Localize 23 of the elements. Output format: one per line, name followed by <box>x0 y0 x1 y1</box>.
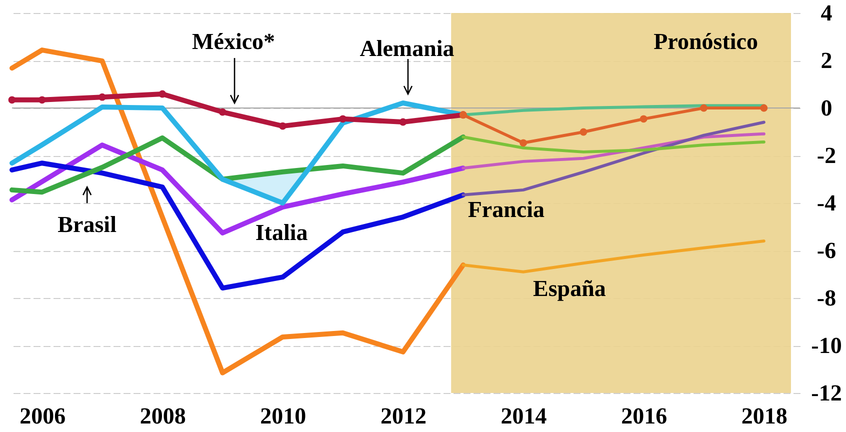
x-tick-label: 2008 <box>140 404 186 428</box>
band-label: Pronóstico <box>654 29 758 54</box>
series-label: España <box>533 276 606 302</box>
x-tick-label: 2010 <box>260 404 306 428</box>
y-tick-label: -6 <box>816 238 836 263</box>
y-tick-label: -12 <box>811 380 842 406</box>
x-tick-label: 2018 <box>741 404 788 428</box>
x-tick-label: 2012 <box>380 404 426 428</box>
y-tick-label: 4 <box>820 0 833 26</box>
series-label: Francia <box>468 196 545 222</box>
text: Alemania <box>360 36 455 62</box>
y-tick-label: -8 <box>816 286 836 310</box>
text: México* <box>192 29 276 54</box>
x-tick-label: 2014 <box>500 404 548 428</box>
y-tick-label: 0 <box>820 96 832 120</box>
series-label: Italia <box>255 220 308 245</box>
series-label: Brasil <box>58 212 116 238</box>
y-tick-label: 2 <box>820 48 832 73</box>
y-tick-label: -4 <box>816 190 837 216</box>
y-tick-label: -10 <box>811 333 842 358</box>
x-tick-label: 2016 <box>621 404 668 428</box>
x-tick-label: 2006 <box>20 404 66 428</box>
y-tick-label: -2 <box>816 143 836 168</box>
